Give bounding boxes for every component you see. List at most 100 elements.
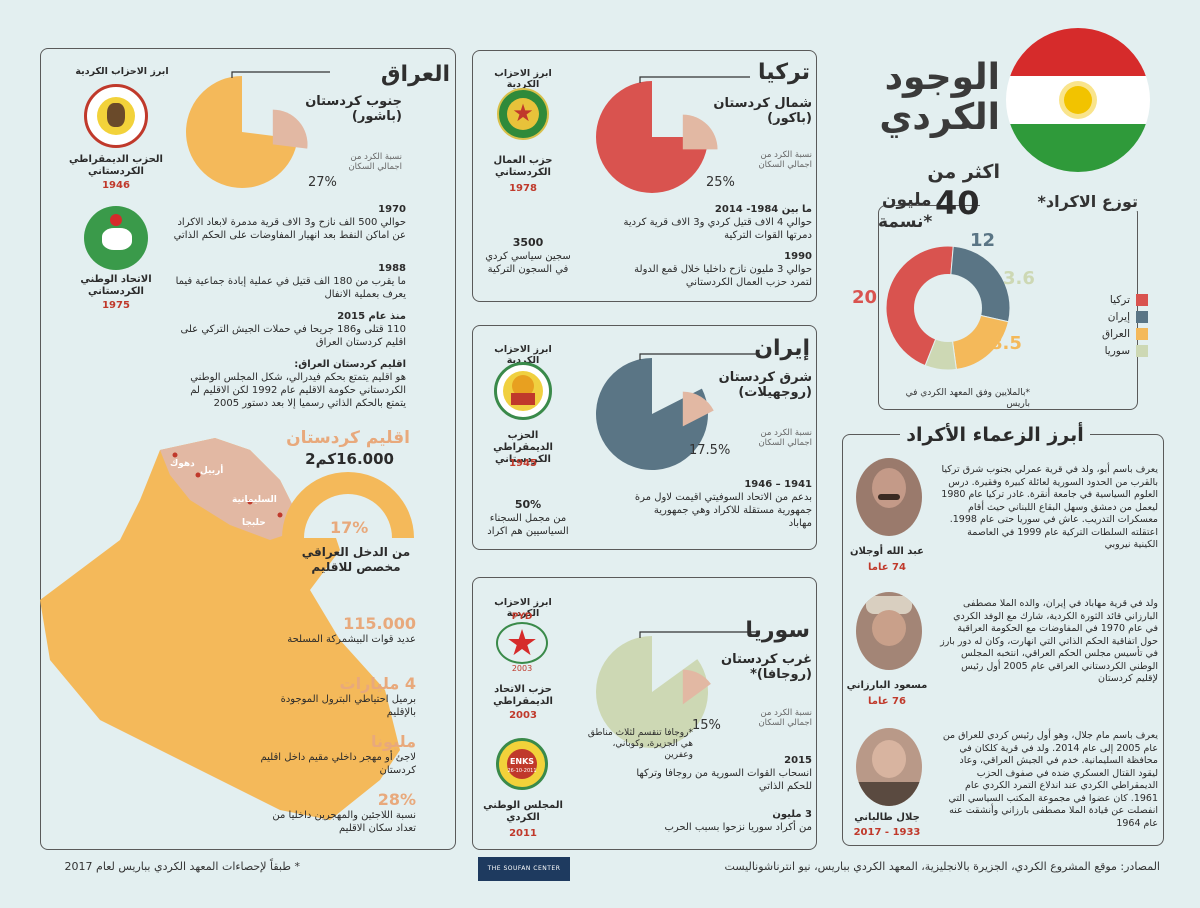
syria-party-name: حزب الاتحاد الديمقراطي (493, 684, 553, 707)
turkey-stat-text: سجين سياسي كردي في السجون التركية (485, 251, 571, 275)
pyd-logo: PYD ★ 2003 (494, 612, 550, 674)
donut-label-iran: 12 (970, 230, 996, 251)
city-label: حلبجا (242, 518, 266, 528)
total-suffix: نسمة* (878, 212, 933, 232)
syria-footnote: *روجافا تنقسم لثلاث مناطق هي الجزيرة، وك… (587, 728, 693, 760)
donut-label-turkey: 20 (852, 287, 878, 308)
distribution-donut (885, 245, 1011, 371)
total-unit: مليون (882, 190, 932, 210)
distribution-legend: تركيا إيران العراق سوريا (1070, 292, 1148, 360)
footer-sources: المصادر: موقع المشروع الكردي، الجزيرة با… (724, 860, 1160, 873)
iraq-pct: 27% (308, 175, 337, 190)
turkey-party-name: حزب العمال الكردستاني (493, 155, 553, 178)
syria-title: سوريا (745, 618, 810, 643)
syria-party-year: 2003 (509, 710, 537, 721)
iraq-stat: 115.000 عديد قوات البيشمركة المسلحة (287, 614, 416, 645)
budget-text: من الدخل العراقي مخصص للاقليم (301, 545, 411, 574)
turkey-title: تركيا (758, 60, 810, 85)
sun-icon (1064, 86, 1092, 114)
pie-main (186, 76, 298, 188)
turkey-event: ما بين 1984- 2014 حوالي 4 الاف قتيل كردي … (623, 204, 812, 241)
turkey-pct: 25% (706, 175, 735, 190)
leader-age: 1933 - 2017 (853, 827, 921, 838)
leader-name: عبد الله أوجلان (850, 546, 924, 557)
syria-party-name: المجلس الوطني الكردي (483, 800, 563, 823)
iran-panel (472, 325, 817, 550)
turkey-parties-title: ابرز الاحزاب الكردية (494, 68, 552, 90)
iraq-event: منذ عام 2015 110 قتلى و186 جريحا في حملات… (180, 311, 406, 348)
iraq-parties-title: ابرز الاحزاب الكردية (75, 66, 169, 77)
leader-name: مسعود البارزاني (846, 680, 928, 691)
syria-event: 2015 انسحاب القوات السورية من روجافا وترك… (636, 755, 812, 792)
iraq-event: اقليم كردستان العراق: هو اقليم يتمتع بحكم… (190, 359, 406, 409)
syria-region: غرب كردستان (روجافا)* (721, 652, 812, 682)
city-label: السليمانية (232, 495, 277, 505)
leader-photo (856, 592, 922, 670)
distribution-footnote: *بالملايين وفق المعهد الكردي في باريس (905, 388, 1030, 409)
iran-pie (596, 353, 760, 470)
kdpi-logo (494, 362, 552, 420)
turkey-pie (596, 76, 750, 193)
iraq-pie (186, 71, 330, 188)
kdp-logo (84, 84, 148, 148)
rose-icon (110, 214, 122, 226)
syria-pct-note: نسبة الكرد من اجمالي السكان (758, 708, 812, 728)
total-prefix: اكثر من (927, 161, 1000, 183)
leader-photo (856, 728, 922, 806)
iraq-region-title: اقليم كردستان (286, 428, 410, 448)
city-label: دهوك (170, 459, 195, 469)
iraq-stat: 4 مليارات برميل احتياطي البترول الموجودة … (280, 674, 416, 718)
turkey-event: 1990 حوالي 3 مليون نازح داخليا خلال قمع ا… (634, 251, 812, 288)
leader-bio: ولد في قرية مهاباد في إيران، والده الملا… (940, 598, 1158, 684)
iran-region: شرق كردستان (روجهيلات) (718, 370, 812, 400)
iraq-stat: 28% نسبة اللاجئين والمهجرين داخليا من تعد… (272, 790, 416, 834)
pie-slice (682, 669, 711, 705)
iran-party-name: الحزب الديمقراطي الكردستاني (493, 430, 553, 465)
iraq-title: العراق (380, 62, 450, 87)
leader-age: 74 عاما (868, 562, 906, 573)
turkey-panel (472, 50, 817, 302)
syria-event: 3 مليون من أكراد سوريا نزحوا بسبب الحرب (664, 809, 812, 833)
donut-label-syria: 3.6 (1003, 268, 1035, 289)
leaders-title: أبرز الزعماء الأكراد (900, 424, 1090, 446)
footer-brand: THE SOUFAN CENTER (478, 857, 570, 881)
iraq-event: 1970 حوالي 500 الف نازح و3 الاف قرية مدمر… (173, 204, 406, 241)
iraq-region-area: 16.000كم2 (305, 450, 394, 468)
distribution-title: توزع الاكراد* (980, 192, 1138, 211)
pie-main (596, 358, 708, 470)
iraq-party-year: 1975 (102, 300, 130, 311)
iraq-event: 1988 ما يقرب من 180 الف قتيل في عملية إبا… (175, 263, 406, 300)
pie-main (596, 636, 708, 748)
turkey-party-year: 1978 (509, 183, 537, 194)
leader-name: جلال طالباني (854, 812, 920, 823)
kurdistan-flag (1006, 28, 1150, 172)
star-icon: ★ (505, 623, 539, 664)
city-label: أربيل (200, 466, 224, 476)
leader-photo (856, 458, 922, 536)
legend-item: العراق (1070, 326, 1148, 343)
iraq-party-name: الاتحاد الوطني الكردستاني (80, 274, 152, 297)
page-title: الوجود الكردي (879, 57, 1000, 138)
syria-party-year: 2011 (509, 828, 537, 839)
leader-age: 76 عاما (868, 696, 906, 707)
leader-bio: يعرف باسم أبو، ولد في قرية عمرلي بجنوب ش… (941, 464, 1158, 550)
donut-label-iraq: 8.5 (990, 333, 1022, 354)
syria-pie (596, 631, 760, 748)
puk-logo (84, 206, 148, 270)
syria-panel (472, 577, 817, 850)
iraq-panel (40, 48, 456, 850)
iraq-region: جنوب كردستان (باشور) (305, 94, 402, 124)
iran-party-year: 1945 (509, 458, 537, 469)
iraq-party-name: الحزب الديمقراطي الكردستاني (69, 154, 163, 177)
total-number: 40 (935, 184, 980, 222)
iran-parties-title: ابرز الاحزاب الكردية (494, 344, 552, 366)
iran-pct-note: نسبة الكرد من اجمالي السكان (758, 428, 812, 448)
footer-note: * طبقاً لإحصاءات المعهد الكردي بباريس لع… (64, 860, 300, 873)
legend-item: تركيا (1070, 292, 1148, 309)
star-icon: ★ (512, 99, 534, 127)
pie-slice (682, 391, 714, 427)
leader-bio: يعرف باسم مام جلال، وهو أول رئيس كردي لل… (942, 730, 1158, 829)
pkk-logo: ★ (497, 88, 549, 140)
turkey-stat-num: 3500 (512, 236, 544, 249)
iran-event: 1941 – 1946 بدعم من الاتحاد السوفيتي اقيم… (634, 479, 812, 529)
